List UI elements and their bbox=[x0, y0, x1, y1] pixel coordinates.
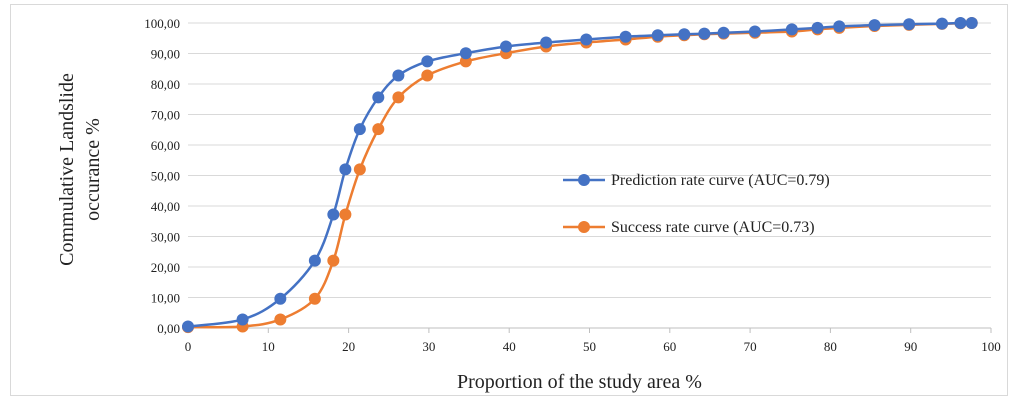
data-point-success bbox=[339, 208, 352, 221]
data-point-success bbox=[308, 292, 321, 305]
data-point-prediction bbox=[339, 163, 352, 176]
x-tick-label: 10 bbox=[262, 339, 275, 354]
y-tick-label: 60,00 bbox=[151, 138, 180, 153]
y-tick-label: 30,00 bbox=[151, 230, 180, 245]
data-point-success bbox=[274, 313, 287, 326]
y-axis-title: Commulative Landslide occurance % bbox=[56, 73, 104, 266]
data-point-prediction bbox=[308, 254, 321, 267]
legend-marker-success bbox=[578, 221, 590, 233]
data-point-prediction bbox=[421, 55, 434, 68]
data-point-success bbox=[353, 163, 366, 176]
data-point-prediction bbox=[965, 17, 978, 29]
data-point-prediction bbox=[619, 30, 632, 43]
y-tick-label: 90,00 bbox=[151, 47, 180, 62]
y-tick-label: 50,00 bbox=[151, 169, 180, 184]
x-tick-label: 80 bbox=[824, 339, 837, 354]
data-point-prediction bbox=[903, 18, 916, 31]
data-point-success bbox=[421, 69, 434, 82]
data-point-prediction bbox=[392, 69, 405, 82]
legend-item-success: Success rate curve (AUC=0.73) bbox=[563, 219, 815, 236]
data-point-prediction bbox=[833, 20, 846, 33]
series-prediction bbox=[182, 17, 978, 333]
data-point-success bbox=[392, 91, 405, 104]
data-point-prediction bbox=[327, 208, 340, 221]
data-point-prediction bbox=[580, 33, 593, 46]
data-point-prediction bbox=[717, 26, 730, 39]
legend-label-prediction: Prediction rate curve (AUC=0.79) bbox=[611, 172, 830, 189]
y-tick-label: 100,00 bbox=[144, 16, 180, 31]
data-point-success bbox=[372, 123, 385, 136]
data-point-prediction bbox=[353, 123, 366, 136]
data-point-prediction bbox=[372, 91, 385, 104]
data-point-prediction bbox=[678, 28, 691, 41]
y-tick-label: 80,00 bbox=[151, 77, 180, 92]
x-tick-label: 70 bbox=[744, 339, 757, 354]
x-tick-label: 50 bbox=[583, 339, 596, 354]
data-point-success bbox=[327, 254, 340, 267]
grid-lines bbox=[188, 22, 991, 298]
data-point-prediction bbox=[785, 23, 798, 36]
data-point-prediction bbox=[274, 292, 287, 305]
y-tick-labels: 0,00 10,00 20,00 30,00 40,00 50,00 60,00 70,00 8… bbox=[144, 16, 180, 336]
x-tick-label: 60 bbox=[663, 339, 676, 354]
data-point-prediction bbox=[651, 29, 664, 42]
data-point-prediction bbox=[459, 47, 472, 60]
y-tick-label: 0,00 bbox=[157, 321, 180, 336]
y-axis-title-line-2: occurance % bbox=[82, 118, 104, 221]
legend-item-prediction: Prediction rate curve (AUC=0.79) bbox=[563, 172, 830, 189]
data-point-prediction bbox=[236, 313, 249, 326]
data-point-prediction bbox=[811, 21, 824, 34]
data-point-success bbox=[459, 55, 472, 68]
y-tick-label: 10,00 bbox=[151, 291, 180, 306]
legend-marker-prediction bbox=[578, 174, 590, 186]
y-tick-label: 40,00 bbox=[151, 199, 180, 214]
x-tick-label: 90 bbox=[904, 339, 917, 354]
data-point-prediction bbox=[499, 40, 512, 53]
data-point-prediction bbox=[748, 25, 761, 38]
series-layer bbox=[182, 17, 978, 334]
x-tick-labels: 0 10 20 30 40 50 60 70 80 90 100 bbox=[185, 339, 1001, 354]
series-line-prediction bbox=[187, 21, 972, 328]
x-tick-label: 20 bbox=[342, 339, 355, 354]
x-tick-label: 30 bbox=[422, 339, 435, 354]
y-tick-label: 70,00 bbox=[151, 108, 180, 123]
legend: Prediction rate curve (AUC=0.79) Success… bbox=[563, 172, 830, 236]
y-tick-label: 20,00 bbox=[151, 260, 180, 275]
x-tick-label: 100 bbox=[981, 339, 1001, 354]
data-point-prediction bbox=[936, 17, 949, 30]
landslide-rate-chart: 0,00 10,00 20,00 30,00 40,00 50,00 60,00 70,00 8… bbox=[56, 16, 1001, 393]
data-point-prediction bbox=[954, 17, 967, 29]
data-point-prediction bbox=[698, 27, 711, 40]
x-axis-title: Proportion of the study area % bbox=[457, 371, 702, 393]
legend-label-success: Success rate curve (AUC=0.73) bbox=[611, 219, 815, 236]
y-axis-title-line-1: Commulative Landslide bbox=[56, 73, 78, 266]
axes bbox=[187, 327, 992, 333]
data-point-prediction bbox=[182, 320, 194, 333]
x-tick-label: 40 bbox=[503, 339, 516, 354]
data-point-prediction bbox=[540, 36, 553, 49]
chart-frame: 0,00 10,00 20,00 30,00 40,00 50,00 60,00 70,00 8… bbox=[10, 4, 1008, 396]
data-point-prediction bbox=[868, 19, 881, 32]
x-tick-label: 0 bbox=[185, 339, 192, 354]
